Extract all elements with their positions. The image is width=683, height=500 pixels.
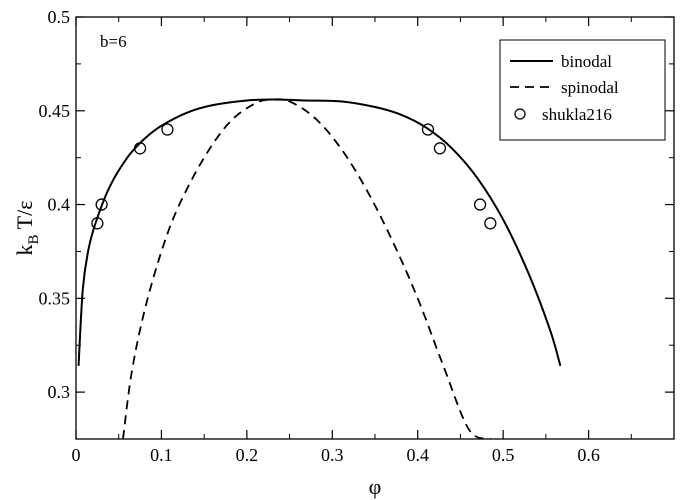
shukla216-point	[473, 198, 487, 211]
legend-shukla216-marker	[514, 108, 526, 120]
legend-spinodal-label: spinodal	[561, 78, 619, 97]
y-tick-label: 0.3	[48, 382, 71, 402]
x-tick-label: 0.5	[492, 445, 515, 465]
legend-binodal-label: binodal	[561, 52, 612, 71]
shukla216-point	[421, 123, 435, 136]
y-tick-label: 0.5	[48, 7, 71, 27]
x-axis-label: φ	[369, 474, 382, 499]
x-tick-label: 0.2	[236, 445, 259, 465]
x-tick-label: 0	[72, 445, 81, 465]
shukla216-point	[91, 217, 104, 230]
legend-box	[499, 39, 666, 141]
shukla216-point	[161, 123, 174, 136]
shukla216-point	[484, 217, 497, 230]
shukla216-point	[433, 142, 447, 155]
annotation-b: b=6	[100, 32, 127, 51]
legend: binodal spinodal shukla216	[499, 39, 666, 141]
y-axis-label-rest: T/ε	[12, 201, 37, 235]
x-tick-label: 0.3	[321, 445, 344, 465]
legend-shukla216-label: shukla216	[542, 105, 612, 124]
x-tick-label: 0.6	[577, 445, 600, 465]
axis-ticks	[75, 16, 674, 440]
y-tick-label: 0.45	[39, 101, 71, 121]
series-binodal-line	[77, 98, 562, 367]
y-tick-label: 0.4	[48, 195, 71, 215]
shukla216-point	[95, 198, 108, 211]
x-tick-label: 0.4	[406, 445, 429, 465]
series-shukla216-markers	[91, 123, 497, 230]
y-axis-label: kB T/ε	[12, 201, 42, 256]
series-spinodal-line	[122, 98, 491, 439]
y-axis-label-main: k	[12, 244, 37, 255]
x-tick-label: 0.1	[150, 445, 173, 465]
y-axis-label-sub: B	[26, 234, 42, 244]
y-tick-label: 0.35	[39, 288, 71, 308]
shukla216-point	[133, 142, 147, 155]
axis-tick-labels: 0 0.1 0.2 0.3 0.4 0.5 0.6 0.3 0.35 0.4 0.45 0.5	[39, 7, 600, 465]
